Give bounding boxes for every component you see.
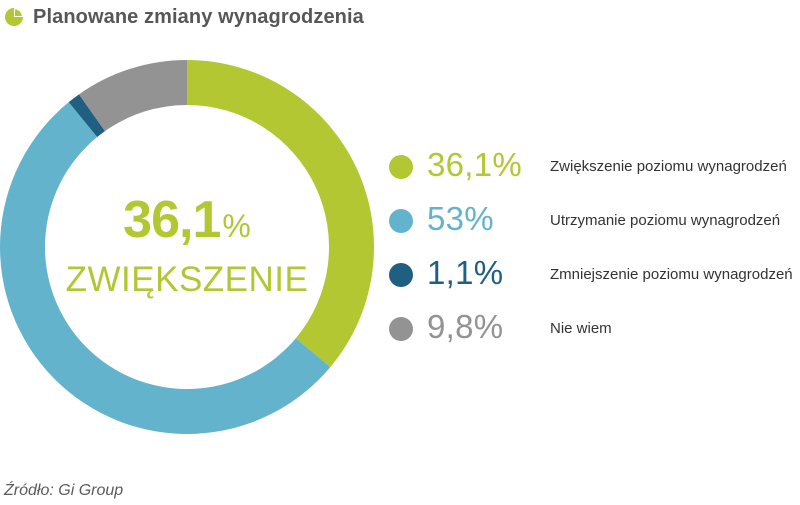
legend-label: Zmniejszenie poziomu wynagrodzeń <box>550 266 793 283</box>
center-value: 36,1% <box>62 190 312 250</box>
source-note: Źródło: Gi Group <box>4 482 124 499</box>
donut-slices <box>0 60 375 434</box>
chart-title-row: Planowane zmiany wynagrodzenia <box>4 4 364 30</box>
legend-value: 1,1% <box>427 254 504 291</box>
donut-chart <box>0 60 375 434</box>
slice-maintain <box>0 102 331 434</box>
slice-dont-know <box>78 60 187 132</box>
legend-value: 53% <box>427 200 494 237</box>
slice-decrease <box>68 94 105 138</box>
legend-label: Zwiększenie poziomu wynagrodzeń <box>550 158 787 175</box>
legend-value: 9,8% <box>427 308 504 345</box>
center-label: ZWIĘKSZENIE <box>65 260 309 299</box>
legend-dot-icon <box>389 263 413 287</box>
pie-chart-icon <box>5 8 23 26</box>
legend-value: 36,1% <box>427 146 523 183</box>
legend-label: Nie wiem <box>550 320 612 337</box>
legend-label: Utrzymanie poziomu wynagrodzeń <box>550 212 781 229</box>
center-number: 36,1 <box>123 191 221 249</box>
center-percent: % <box>222 208 251 244</box>
chart-title: Planowane zmiany wynagrodzenia <box>33 5 364 28</box>
legend-dot-icon <box>389 155 413 179</box>
legend-dot-icon <box>389 317 413 341</box>
slice-increase <box>187 60 375 368</box>
legend-dot-icon <box>389 209 413 233</box>
